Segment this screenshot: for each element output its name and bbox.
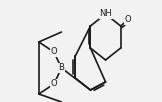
Text: B: B [58, 64, 64, 73]
Text: O: O [51, 79, 57, 89]
Text: NH: NH [99, 9, 112, 18]
Text: O: O [124, 16, 131, 24]
Text: O: O [51, 48, 57, 57]
